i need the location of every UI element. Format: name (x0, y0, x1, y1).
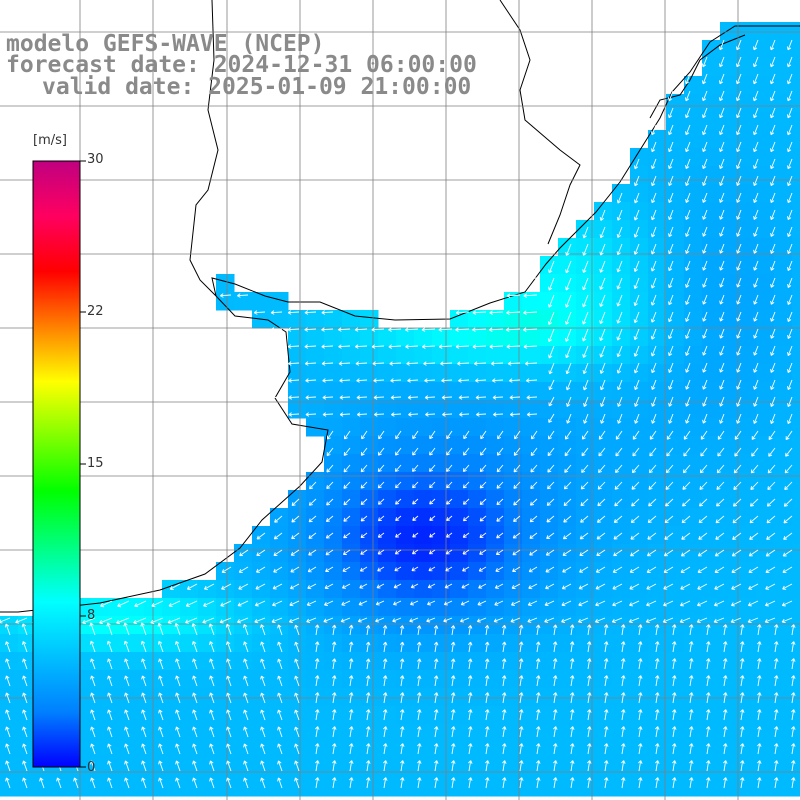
colorbar-unit: [m/s] (33, 133, 67, 148)
colorbar-tick-22: 22 (87, 304, 104, 319)
forecast-date: forecast date: 2024-12-31 06:00:00 (6, 52, 477, 78)
colorbar-tick-15: 15 (87, 456, 104, 471)
valid-date: valid date: 2025-01-09 21:00:00 (42, 74, 472, 100)
colorbar-tick-0: 0 (87, 760, 96, 775)
colorbar-tick-30: 30 (87, 152, 104, 167)
colorbar (32, 160, 86, 768)
colorbar-tick-8: 8 (87, 608, 96, 623)
model-title: modelo GEFS-WAVE (NCEP) (6, 31, 325, 57)
land-mask (0, 0, 800, 613)
